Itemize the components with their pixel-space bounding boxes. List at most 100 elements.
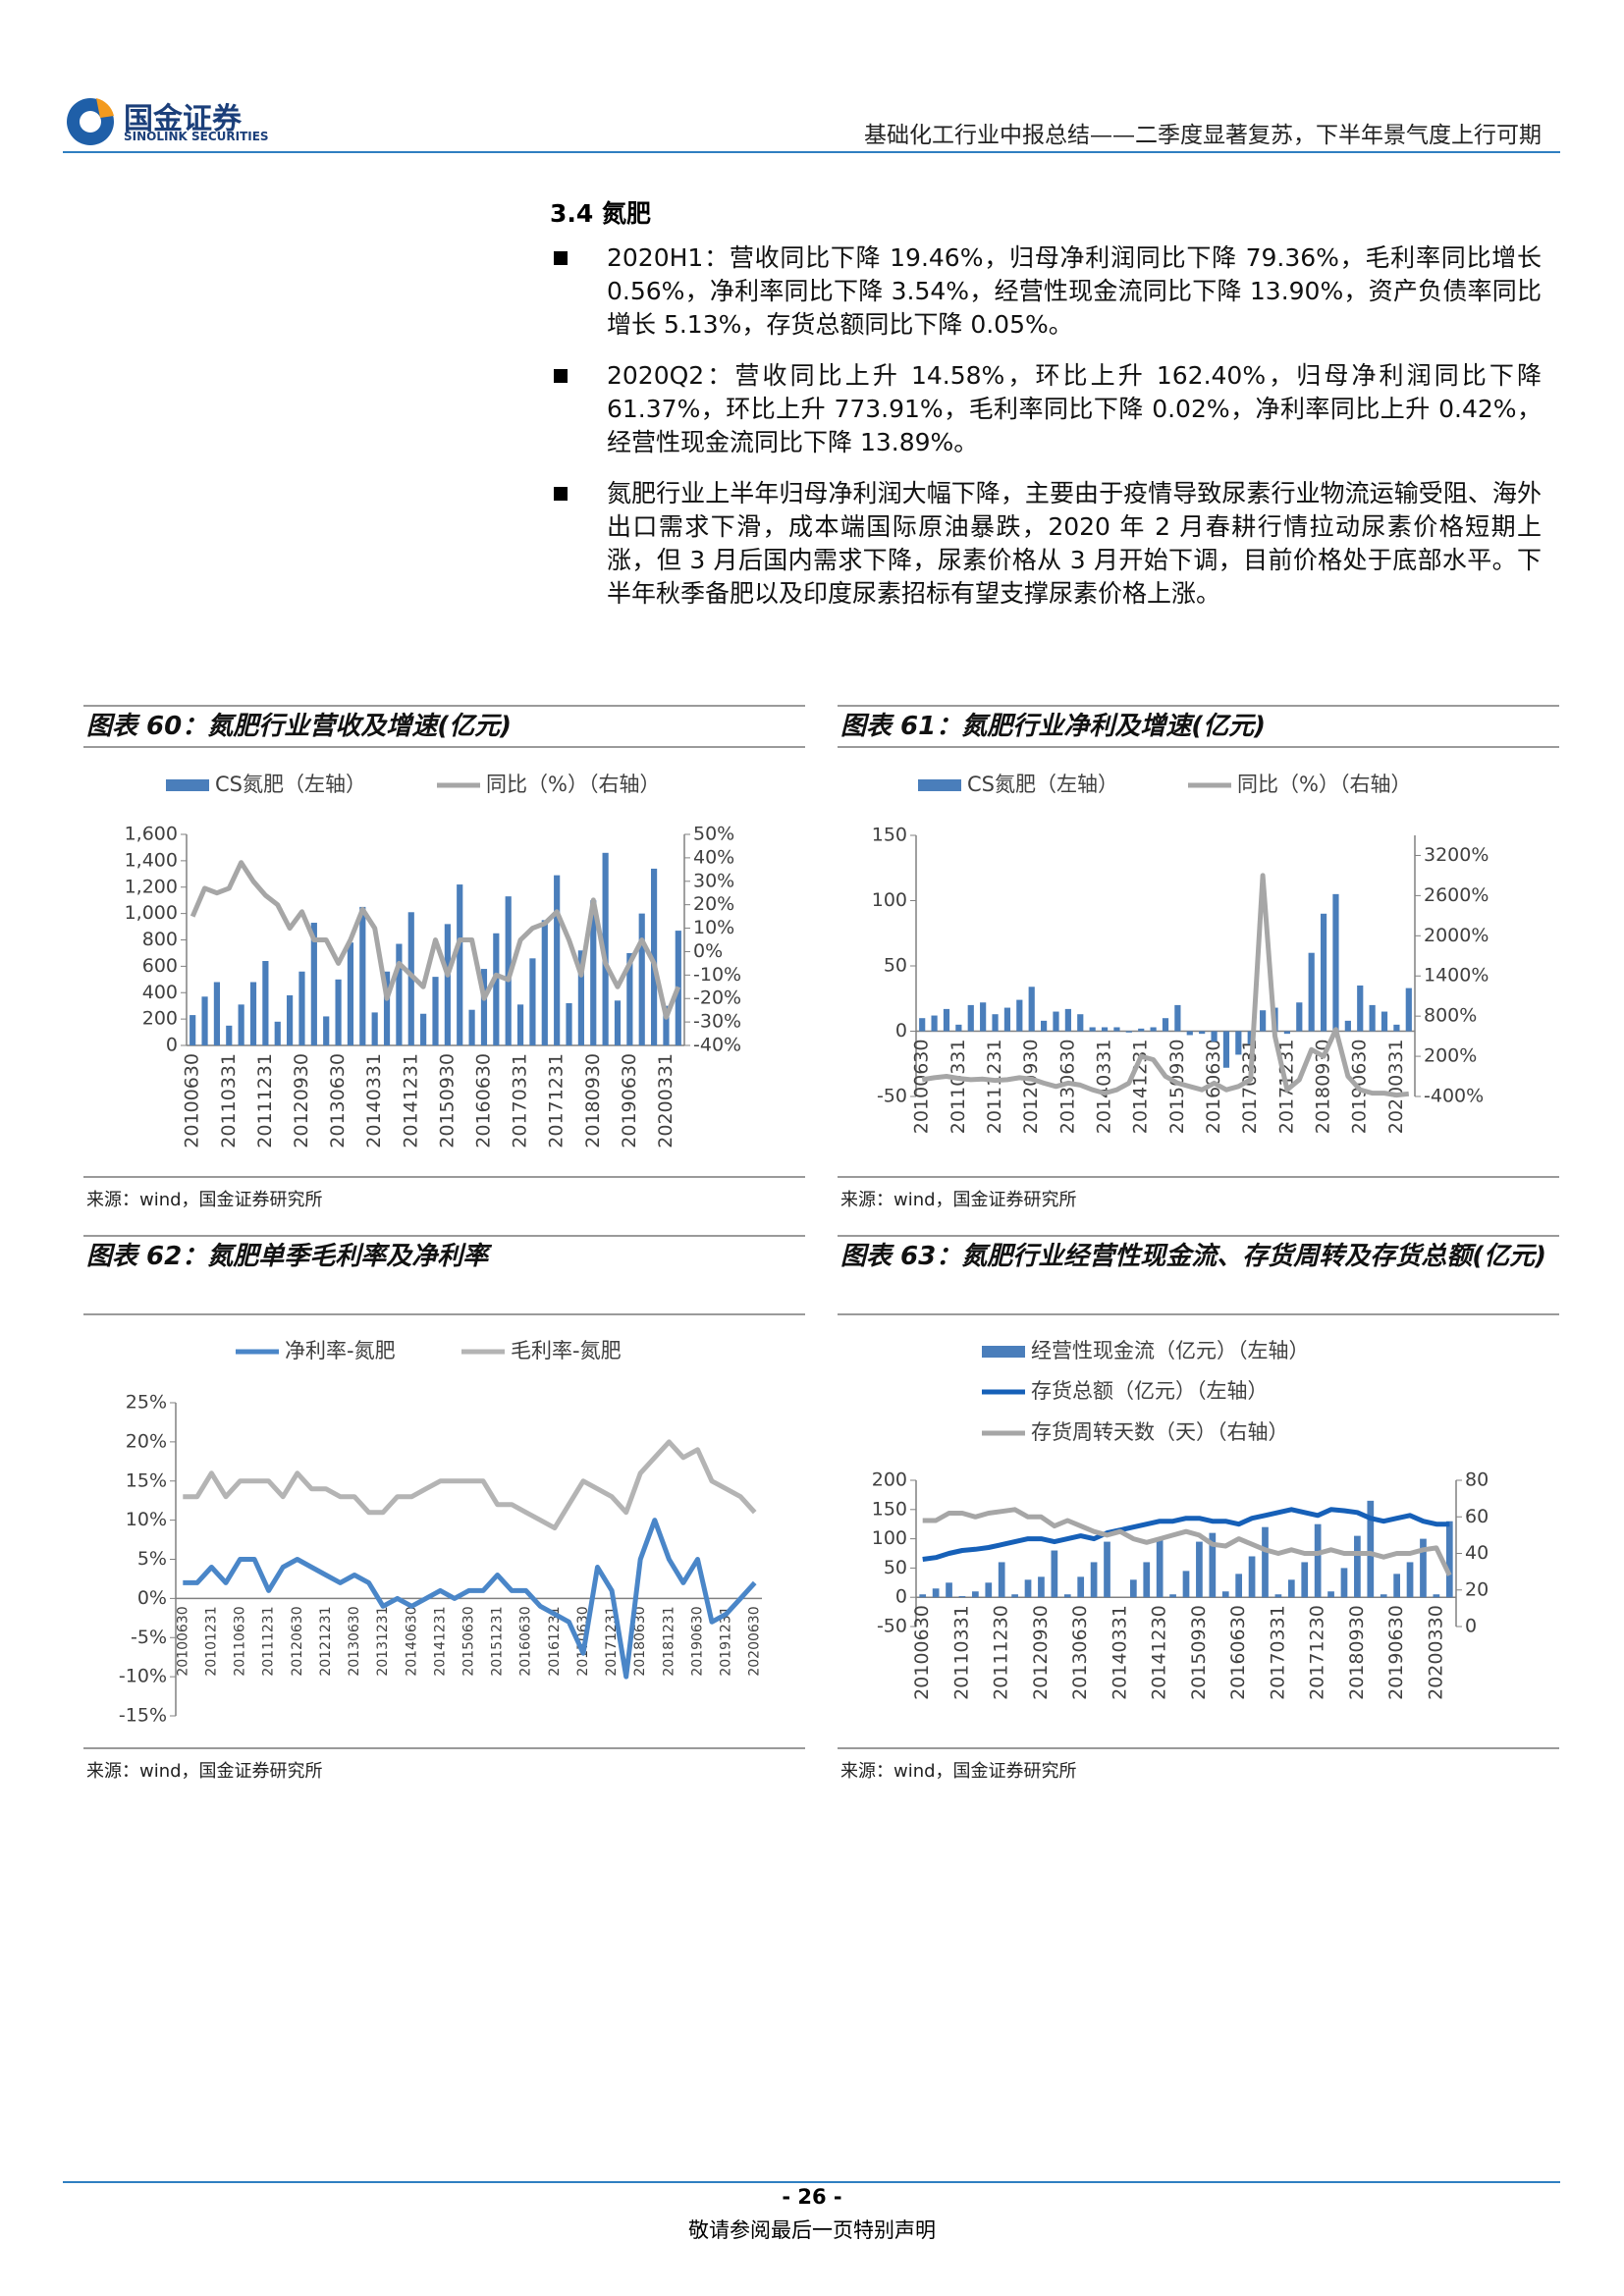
bar (1340, 1568, 1348, 1598)
x-tick-label: 20180930 (1313, 1040, 1334, 1135)
legend-label: 同比（%）（右轴） (1237, 773, 1411, 796)
x-tick-label: 20100630 (911, 1040, 933, 1135)
bar (1283, 1031, 1290, 1035)
x-tick-label: 20110331 (218, 1053, 240, 1148)
rule (838, 746, 1559, 748)
x-tick-label: 20190630 (689, 1606, 705, 1676)
x-tick-label: 20110630 (233, 1606, 248, 1676)
y-tick-label: 50 (884, 955, 907, 977)
bar (468, 1009, 475, 1045)
y2-tick-label: -30% (693, 1011, 741, 1033)
bar (189, 1015, 196, 1045)
bar (1235, 1031, 1242, 1055)
y-tick-label: 25% (126, 1392, 167, 1414)
rule (838, 1747, 1559, 1749)
bar (1125, 1031, 1132, 1033)
x-tick-label: 20131231 (375, 1606, 391, 1676)
bar (1380, 1594, 1387, 1598)
x-tick-label: 20130630 (1069, 1605, 1091, 1700)
bar (1162, 1018, 1169, 1032)
bar (1405, 988, 1412, 1032)
source: 来源：wind，国金证券研究所 (840, 1761, 1077, 1782)
chart-title: 图表 60：氮肥行业营收及增速(亿元) (86, 712, 512, 741)
bar (1101, 1027, 1109, 1032)
y-tick-label: 1,400 (125, 849, 178, 871)
bar (396, 943, 403, 1045)
bar (1182, 1571, 1190, 1598)
bar (1393, 1574, 1400, 1598)
bar (932, 1588, 940, 1598)
rule (838, 1313, 1559, 1315)
x-tick-label: 20100630 (911, 1605, 933, 1700)
bar (1320, 913, 1327, 1032)
y-tick-label: 1,600 (125, 824, 178, 845)
bar (1209, 1532, 1217, 1598)
bar (1028, 987, 1035, 1032)
bullet: 氮肥行业上半年归母净利润大幅下降，主要由于疫情导致尿素行业物流运输受阻、海外出口… (550, 477, 1542, 611)
rule (838, 1176, 1559, 1178)
source: 来源：wind，国金证券研究所 (86, 1190, 323, 1210)
bar (201, 996, 208, 1045)
bar (262, 961, 269, 1045)
y2-tick-label: 0 (1465, 1616, 1477, 1637)
x-tick-label: 20160630 (1227, 1605, 1249, 1700)
header-title: 基础化工行业中报总结——二季度显著复苏，下半年景气度上行可期 (864, 123, 1542, 148)
bar (1186, 1031, 1193, 1036)
bullet-text: 氮肥行业上半年归母净利润大幅下降，主要由于疫情导致尿素行业物流运输受阻、海外出口… (607, 479, 1542, 608)
y-tick-label: 100 (872, 889, 907, 911)
y-tick-label: 0 (895, 1586, 907, 1608)
y-tick-label: 10% (126, 1509, 167, 1530)
rule (83, 746, 805, 748)
bar (383, 971, 391, 1045)
bar (407, 912, 414, 1045)
y-tick-label: 200 (872, 1469, 907, 1491)
x-tick-label: 20150930 (436, 1053, 458, 1148)
rule (83, 1313, 805, 1315)
y2-tick-label: -40% (693, 1035, 741, 1056)
x-tick-label: 20190630 (1385, 1605, 1407, 1700)
bar (1433, 1594, 1440, 1598)
y2-tick-label: 800% (1424, 1005, 1477, 1027)
x-tick-label: 20111231 (984, 1040, 1005, 1135)
x-tick-label: 20120930 (1020, 1040, 1042, 1135)
bar (310, 923, 317, 1045)
legend-label: 存货总额（亿元）（左轴） (1031, 1379, 1269, 1403)
bar (1393, 1024, 1400, 1032)
bar (457, 884, 463, 1045)
logo-cn: 国金证券 (124, 102, 242, 136)
bar (274, 1021, 281, 1045)
chart-title: 图表 61：氮肥行业净利及增速(亿元) (840, 712, 1266, 741)
line (189, 860, 681, 1020)
legend-swatch (166, 779, 209, 791)
bar (1129, 1579, 1137, 1598)
x-tick-label: 20140630 (404, 1606, 419, 1676)
y2-tick-label: -10% (693, 964, 741, 986)
x-tick-label: 20170331 (1239, 1040, 1261, 1135)
y2-tick-label: 1400% (1424, 965, 1489, 987)
bar (1156, 1538, 1164, 1598)
bar (1104, 1541, 1110, 1598)
bar (566, 1003, 572, 1045)
bar (226, 1025, 233, 1045)
x-tick-label: 20120930 (291, 1053, 312, 1148)
bar (298, 971, 305, 1045)
x-tick-label: 20200331 (655, 1053, 677, 1148)
y2-tick-label: 30% (693, 870, 734, 891)
bar (1354, 1535, 1361, 1598)
bar (1260, 1010, 1267, 1032)
bar (1274, 1594, 1282, 1598)
logo-icon (67, 98, 114, 145)
y-tick-label: 400 (142, 982, 178, 1003)
rule (838, 705, 1559, 707)
y-tick-label: -5% (131, 1627, 167, 1648)
x-tick-label: 20100630 (182, 1053, 203, 1148)
bar (946, 1582, 952, 1598)
line (183, 1439, 757, 1531)
y-tick-label: 600 (142, 955, 178, 977)
bar (590, 900, 597, 1045)
bar (1367, 1500, 1375, 1598)
bar (1235, 1574, 1243, 1598)
x-tick-label: 20170331 (510, 1053, 531, 1148)
bar (1051, 1550, 1058, 1598)
